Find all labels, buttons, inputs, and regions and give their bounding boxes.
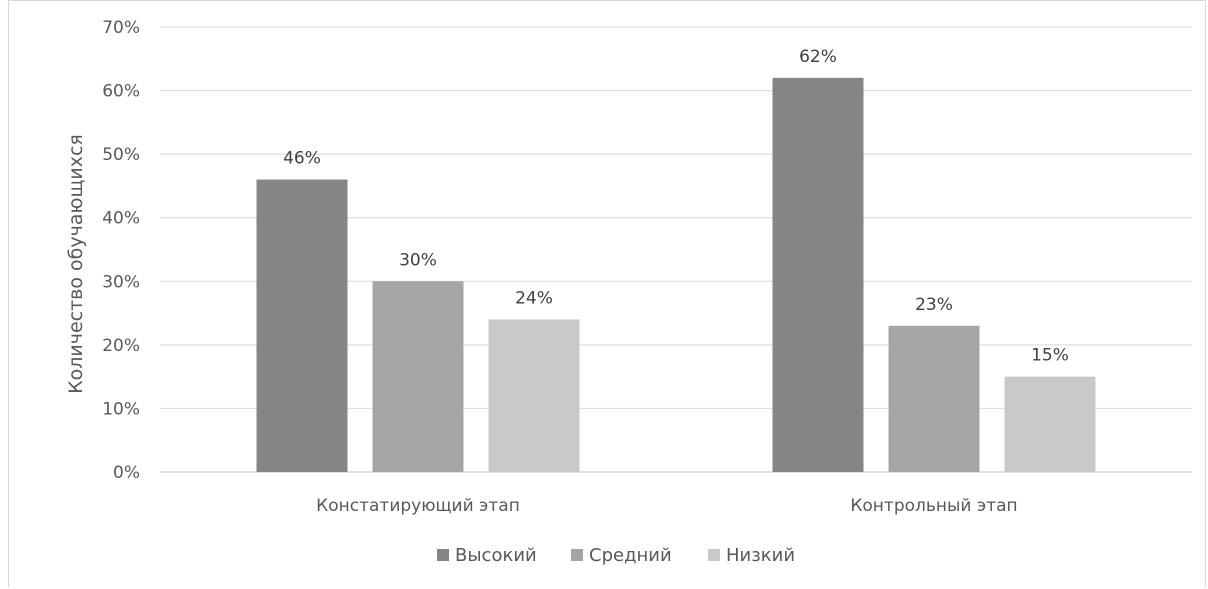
y-axis-ticks: 0% 10% 20% 30% 40% 50% 60% 70% [102, 18, 140, 483]
x-category-label: Контрольный этап [850, 496, 1017, 516]
y-tick-label: 30% [102, 272, 140, 292]
legend-label: Высокий [455, 545, 537, 566]
legend: Высокий Средний Низкий [437, 545, 795, 566]
data-label: 23% [915, 295, 953, 315]
y-tick-label: 20% [102, 336, 140, 356]
data-label: 30% [399, 250, 437, 270]
bars [256, 77, 1096, 473]
y-axis-title: Количество обучающихся [65, 134, 87, 394]
legend-label: Средний [589, 545, 672, 566]
x-axis-categories: Констатирующий этап Контрольный этап [316, 496, 1017, 516]
chart-frame [8, 0, 1206, 587]
bar [1004, 376, 1096, 472]
y-tick-label: 50% [102, 145, 140, 165]
bar [256, 179, 348, 473]
y-tick-label: 60% [102, 82, 140, 102]
data-label: 62% [799, 47, 837, 67]
data-label: 15% [1031, 346, 1069, 366]
legend-swatch [437, 549, 449, 561]
bar [488, 319, 580, 472]
legend-swatch [571, 549, 583, 561]
y-tick-label: 70% [102, 18, 140, 38]
legend-swatch [708, 549, 720, 561]
y-tick-label: 0% [113, 463, 140, 483]
data-labels: 46% 30% 24% 62% 23% 15% [283, 47, 1069, 366]
data-label: 46% [283, 149, 321, 169]
y-tick-label: 40% [102, 209, 140, 229]
x-category-label: Констатирующий этап [316, 496, 520, 516]
legend-label: Низкий [726, 545, 795, 566]
data-label: 24% [515, 288, 553, 308]
bar [372, 281, 464, 472]
y-tick-label: 10% [102, 399, 140, 419]
bar [888, 325, 980, 472]
bar [772, 77, 864, 472]
